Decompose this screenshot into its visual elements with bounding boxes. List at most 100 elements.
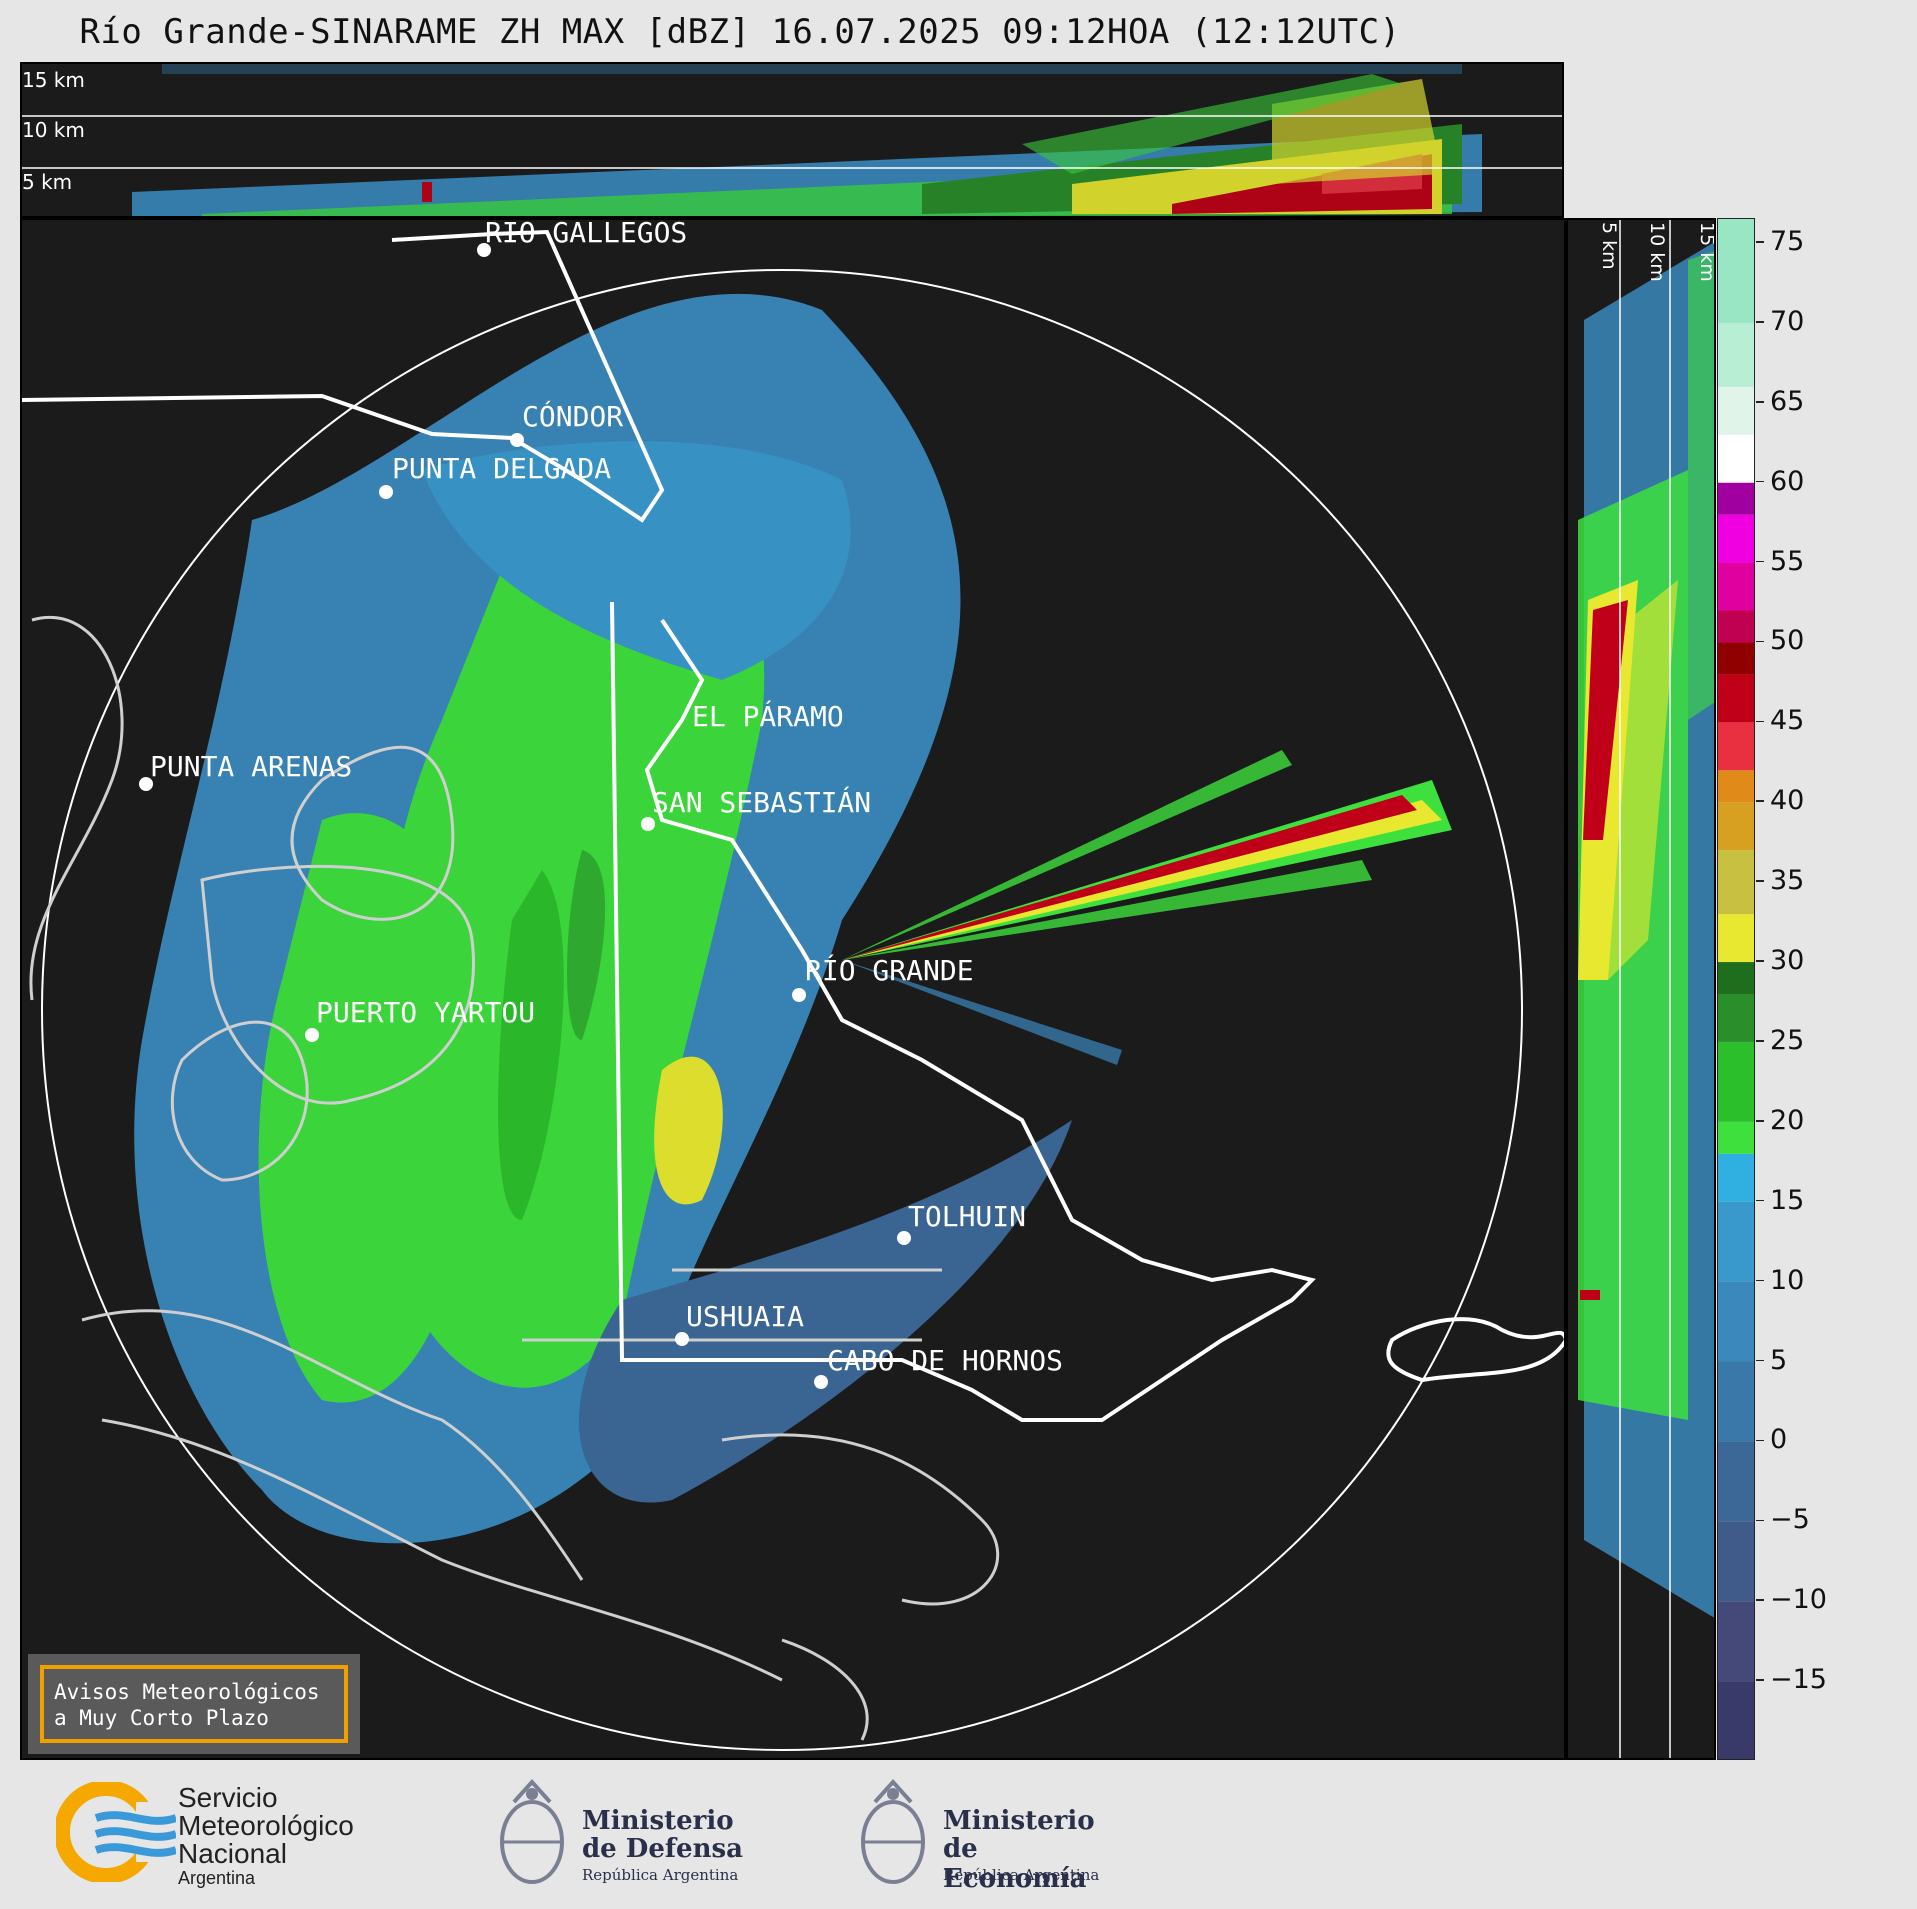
side-alt-15km: 15 km — [1696, 222, 1716, 282]
colorbar-tick-label: −10 — [1770, 1584, 1827, 1616]
smn-line4: Argentina — [178, 1868, 256, 1888]
colorbar-segment — [1718, 386, 1754, 435]
colorbar-tick-label: −5 — [1770, 1504, 1810, 1536]
colorbar-segment — [1718, 1521, 1754, 1602]
city-label-el-paramo: EL PÁRAMO — [692, 700, 844, 733]
aviso-line2: a Muy Corto Plazo — [54, 1706, 269, 1730]
chart-title: Río Grande-SINARAME ZH MAX [dBZ] 16.07.2… — [79, 12, 1401, 52]
colorbar-segment — [1718, 1361, 1754, 1442]
defensa-line1: Ministerio — [582, 1806, 734, 1836]
colorbar-segment — [1718, 674, 1754, 723]
colorbar-tick — [1756, 321, 1764, 323]
escudo-economia-icon — [861, 1779, 925, 1884]
colorbar-tick — [1756, 800, 1764, 802]
colorbar-tick-label: 25 — [1770, 1024, 1805, 1056]
economia-line1: Ministerio — [943, 1806, 1095, 1836]
colorbar-tick — [1756, 1439, 1764, 1442]
colorbar-tick — [1756, 880, 1764, 882]
radar-reflectivity-image — [22, 229, 1564, 1751]
range-ring — [41, 269, 1523, 1751]
colorbar-tick-label: 5 — [1770, 1344, 1788, 1376]
city-label-punta-arenas: PUNTA ARENAS — [150, 750, 353, 783]
colorbar-segment — [1718, 1153, 1754, 1202]
smn-line1: Servicio — [178, 1782, 278, 1813]
colorbar-segment — [1718, 850, 1754, 915]
colorbar-segment — [1718, 1121, 1754, 1154]
city-label-san-sebastian: SAN SEBASTIÁN — [652, 786, 872, 819]
escudo-defensa-icon — [500, 1779, 564, 1884]
aviso-button[interactable]: Avisos Meteorológicos a Muy Corto Plazo — [40, 1665, 348, 1743]
colorbar-tick-label: 75 — [1770, 225, 1805, 257]
colorbar-tick — [1756, 1120, 1764, 1122]
colorbar-segment — [1718, 1441, 1754, 1522]
colorbar-tick — [1756, 960, 1764, 962]
colorbar-tick-label: 60 — [1770, 465, 1805, 497]
top-cross-section: 15 km 10 km 5 km — [20, 62, 1564, 218]
smn-line2: Meteorológico — [178, 1810, 354, 1841]
colorbar-tick — [1756, 241, 1764, 243]
colorbar-segment — [1718, 482, 1754, 515]
city-dot-san-sebastian — [641, 817, 655, 831]
city-dot-rio-gallegos — [477, 243, 491, 257]
city-label-rio-gallegos: RÍO GALLEGOS — [485, 218, 688, 249]
city-dot-cabo-de-hornos — [814, 1375, 828, 1389]
side-cross-section: 5 km 10 km 15 km — [1566, 218, 1716, 1760]
aviso-line1: Avisos Meteorológicos — [54, 1680, 320, 1704]
colorbar-tick-label: 55 — [1770, 545, 1805, 577]
colorbar-tick-label: 45 — [1770, 705, 1805, 737]
colorbar-tick — [1756, 1040, 1764, 1042]
colorbar-tick-label: 35 — [1770, 865, 1805, 897]
top-alt-5km: 5 km — [22, 170, 73, 194]
side-alt-10km: 10 km — [1646, 222, 1668, 282]
smn-logo: Servicio Meteorológico Nacional Argentin… — [54, 1780, 386, 1892]
colorbar-segment — [1718, 802, 1754, 851]
colorbar-segment — [1718, 610, 1754, 643]
colorbar-segment — [1718, 993, 1754, 1042]
colorbar-segment — [1718, 1041, 1754, 1122]
colorbar-tick — [1756, 480, 1764, 483]
colorbar-tick — [1756, 1519, 1764, 1522]
colorbar-tick-label: 10 — [1770, 1264, 1805, 1296]
colorbar-tick-label: 30 — [1770, 945, 1805, 977]
city-label-puerto-yartou: PUERTO YARTOU — [316, 996, 536, 1029]
colorbar-gradient — [1718, 219, 1754, 1759]
side-cross-section-image — [1578, 220, 1714, 1758]
colorbar-tick — [1756, 720, 1764, 723]
colorbar-tick — [1756, 401, 1764, 403]
colorbar-segment — [1718, 322, 1754, 387]
colorbar-tick — [1756, 640, 1764, 643]
colorbar-tick-label: 50 — [1770, 625, 1805, 657]
top-alt-15km: 15 km — [22, 68, 85, 92]
colorbar-tick — [1756, 1359, 1764, 1362]
radar-map[interactable]: RÍO GALLEGOS CÓNDOR PUNTA DELGADA PUNTA … — [20, 218, 1566, 1760]
top-cross-section-image — [22, 64, 1562, 216]
colorbar-segment — [1718, 1681, 1754, 1759]
city-dot-puerto-yartou — [305, 1028, 319, 1042]
colorbar-segment — [1718, 642, 1754, 675]
colorbar-tick — [1756, 1599, 1764, 1601]
city-label-condor: CÓNDOR — [522, 400, 624, 433]
city-dot-tolhuin — [897, 1231, 911, 1245]
colorbar-segment — [1718, 514, 1754, 563]
colorbar-segment — [1718, 1601, 1754, 1682]
colorbar-segment — [1718, 962, 1754, 994]
colorbar-tick-label: 70 — [1770, 305, 1805, 337]
smn-emblem-icon — [54, 1780, 178, 1884]
colorbar-tick-label: 20 — [1770, 1104, 1805, 1136]
colorbar-tick — [1756, 560, 1764, 563]
economia-line3: República Argentina — [943, 1866, 1100, 1884]
economia-line2: de Economía — [943, 1834, 1087, 1894]
city-label-punta-delgada: PUNTA DELGADA — [392, 452, 612, 485]
colorbar-tick — [1756, 1199, 1764, 1202]
colorbar-segment — [1718, 914, 1754, 963]
colorbar-segment — [1718, 562, 1754, 611]
colorbar — [1717, 218, 1755, 1760]
colorbar-tick — [1756, 1279, 1764, 1282]
colorbar-segment — [1718, 1201, 1754, 1282]
colorbar-tick-label: 15 — [1770, 1184, 1805, 1216]
colorbar-segment — [1718, 722, 1754, 771]
defensa-line3: República Argentina — [582, 1866, 739, 1884]
aviso-panel[interactable]: Avisos Meteorológicos a Muy Corto Plazo — [28, 1654, 360, 1754]
colorbar-tick — [1756, 1679, 1764, 1681]
colorbar-segment — [1718, 770, 1754, 803]
